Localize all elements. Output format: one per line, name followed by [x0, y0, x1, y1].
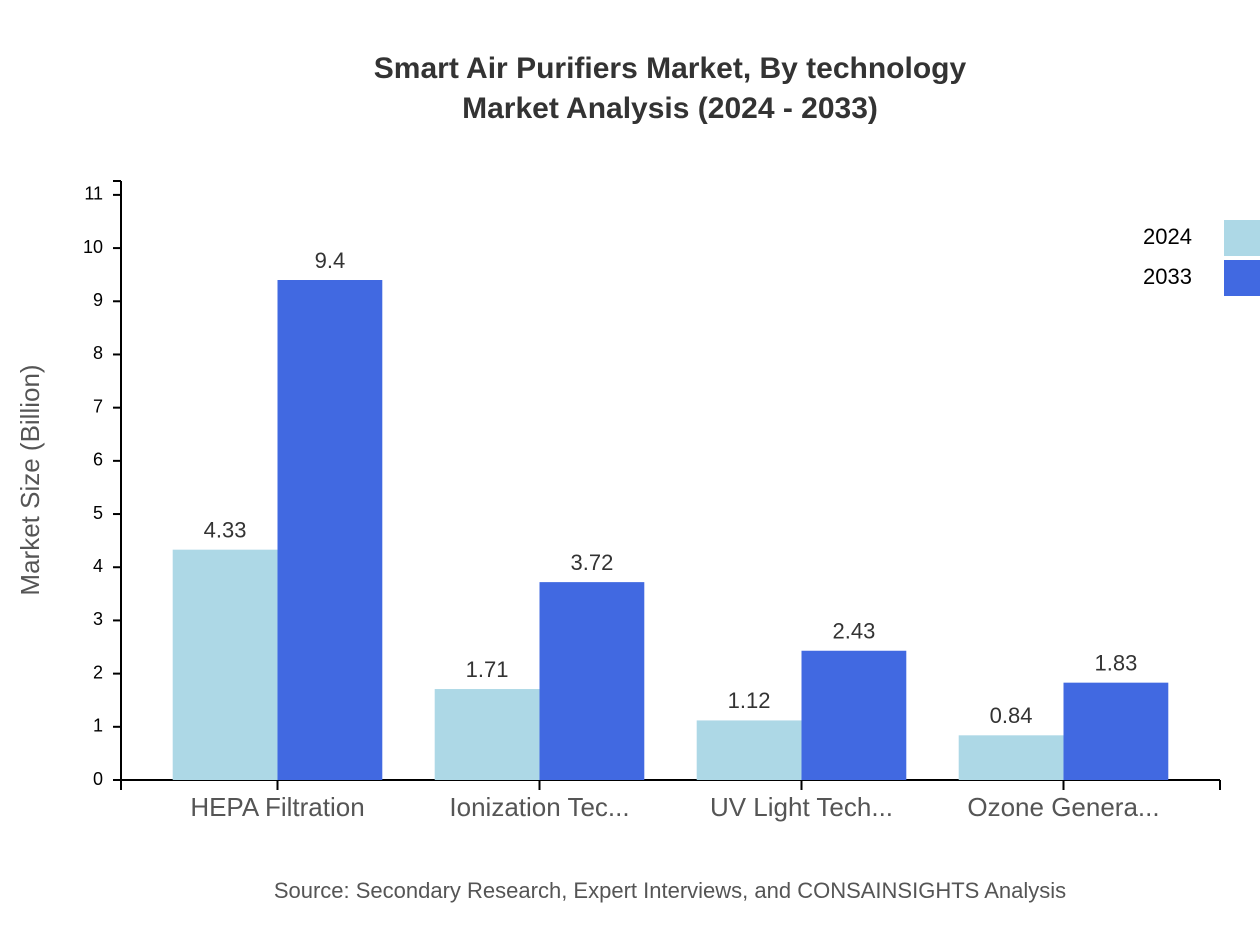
y-axis-label: Market Size (Billion) [15, 364, 45, 595]
y-tick-label: 3 [93, 609, 103, 629]
x-tick-label: HEPA Filtration [190, 792, 364, 822]
bar [958, 735, 1064, 780]
x-tick-label: Ozone Genera... [967, 792, 1159, 822]
legend-label: 2033 [1143, 264, 1192, 289]
legend-swatch [1224, 220, 1260, 256]
chart-title: Smart Air Purifiers Market, By technolog… [374, 52, 967, 85]
bar [277, 280, 383, 780]
value-label: 3.72 [570, 550, 613, 575]
bar [696, 720, 802, 780]
bar [434, 689, 540, 780]
y-tick-label: 8 [93, 343, 103, 363]
y-tick-label: 6 [93, 450, 103, 470]
value-label: 1.12 [728, 688, 771, 713]
y-tick-label: 7 [93, 396, 103, 416]
chart-subtitle: Market Analysis (2024 - 2033) [462, 92, 878, 125]
value-label: 4.33 [204, 517, 247, 542]
x-tick-label: UV Light Tech... [710, 792, 893, 822]
bar [172, 549, 278, 780]
legend-label: 2024 [1143, 224, 1192, 249]
bar [539, 582, 645, 780]
bar [1063, 682, 1169, 780]
y-tick-label: 11 [84, 184, 103, 204]
y-tick-label: 0 [93, 769, 103, 789]
y-tick-label: 2 [93, 662, 103, 682]
y-tick-label: 9 [93, 290, 103, 310]
value-label: 2.43 [832, 619, 875, 644]
x-tick-label: Ionization Tec... [449, 792, 629, 822]
y-tick-label: 10 [83, 237, 103, 257]
value-label: 1.71 [466, 657, 509, 682]
legend-swatch [1224, 260, 1260, 296]
value-label: 1.83 [1094, 650, 1137, 675]
y-tick-label: 1 [93, 716, 103, 736]
bar [801, 650, 907, 780]
y-tick-label: 5 [93, 503, 103, 523]
value-label: 0.84 [990, 703, 1033, 728]
value-label: 9.4 [315, 248, 346, 273]
source-note: Source: Secondary Research, Expert Inter… [274, 878, 1066, 903]
y-tick-label: 4 [93, 556, 103, 576]
